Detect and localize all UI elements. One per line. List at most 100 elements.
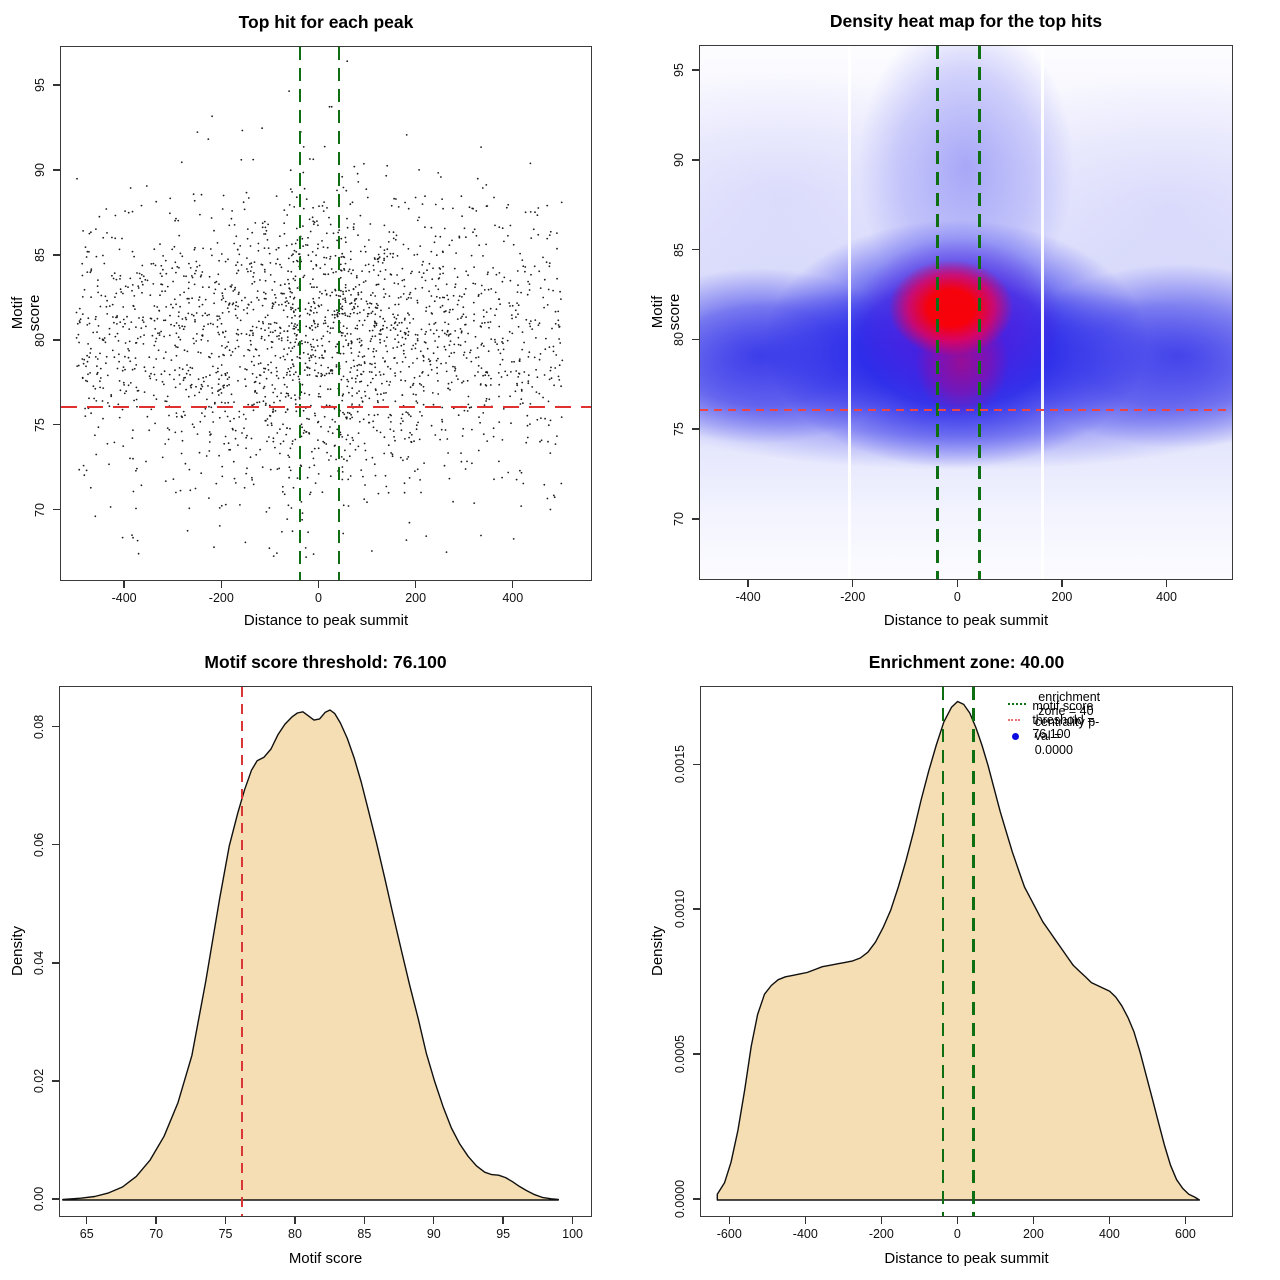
enrichment-zone-line <box>972 687 975 1216</box>
y-tick-label: 0.08 <box>32 714 46 739</box>
y-tick-mark <box>52 1080 59 1082</box>
x-tick-mark <box>512 581 514 588</box>
motif-threshold-line <box>700 409 1232 412</box>
distance-density-title: Enrichment zone: 40.00 <box>868 652 1065 672</box>
y-tick-mark <box>52 962 59 964</box>
scatter-plot-area <box>60 46 592 581</box>
y-tick-label: 70 <box>33 502 47 517</box>
x-tick-mark <box>880 1217 883 1224</box>
y-tick-mark <box>53 424 60 426</box>
enrichment-zone-line <box>337 47 341 580</box>
x-tick-mark <box>1061 580 1063 587</box>
y-tick-mark <box>53 169 60 171</box>
density-heatmap-image <box>700 46 1232 579</box>
y-tick-label: 0.0015 <box>673 745 687 784</box>
distance-density-y-axis-label: Density <box>649 925 666 977</box>
y-tick-label: 95 <box>672 63 686 78</box>
y-tick-mark <box>693 1198 700 1200</box>
x-tick-mark <box>728 1217 730 1224</box>
x-tick-label: 65 <box>79 1227 94 1241</box>
x-tick-label: 70 <box>149 1227 164 1241</box>
y-tick-label: 70 <box>672 512 686 526</box>
y-tick-mark <box>52 1198 59 1200</box>
distance-density-curve <box>716 700 1201 1201</box>
x-tick-label: -600 <box>716 1227 742 1241</box>
heatmap-title: Density heat map for the top hits <box>829 11 1103 31</box>
x-tick-label: 400 <box>502 591 524 605</box>
x-tick-label: 400 <box>1156 590 1177 604</box>
enrichment-zone-line <box>936 46 939 579</box>
enrichment-zone-line <box>941 687 945 1216</box>
red-dotted-line-icon <box>1008 719 1021 721</box>
y-tick-mark <box>53 84 60 86</box>
x-tick-mark <box>363 1217 366 1224</box>
x-tick-mark <box>502 1217 504 1224</box>
legend-item-enrichment-zone: enrichment zone = 40 <box>1008 690 1112 718</box>
heatmap-y-axis-label: Motif score <box>649 293 683 331</box>
y-tick-label: 0.0000 <box>673 1179 687 1219</box>
y-tick-label: 0.02 <box>32 1068 46 1094</box>
x-tick-label: 400 <box>1099 1227 1120 1241</box>
x-tick-label: -200 <box>868 1227 894 1241</box>
x-tick-label: -200 <box>840 590 866 604</box>
x-tick-mark <box>155 1217 157 1224</box>
score-density-y-axis-label: Density <box>9 925 26 977</box>
y-tick-mark <box>692 428 699 430</box>
x-tick-mark <box>1165 580 1168 587</box>
motif-threshold-line <box>240 687 244 1216</box>
x-tick-mark <box>1108 1217 1111 1224</box>
x-tick-mark <box>956 580 959 587</box>
x-tick-mark <box>433 1217 435 1224</box>
score-density-x-axis-label: Motif score <box>288 1250 363 1267</box>
x-tick-label: -400 <box>792 1227 818 1241</box>
legend-label: motif score threshold = 76.100 <box>1032 699 1095 741</box>
enrichment-zone-line <box>298 47 302 580</box>
y-tick-label: 80 <box>33 332 47 347</box>
y-tick-label: 0.04 <box>32 950 46 976</box>
scatter-x-axis-label: Distance to peak summit <box>243 612 409 629</box>
y-tick-label: 75 <box>672 422 686 437</box>
x-tick-label: 85 <box>357 1227 372 1241</box>
x-tick-mark <box>571 1217 574 1224</box>
x-tick-label: 200 <box>1051 590 1073 604</box>
y-tick-mark <box>692 159 699 161</box>
green-dotted-line-icon <box>1008 703 1027 705</box>
x-tick-mark <box>956 1217 959 1224</box>
heatmap-x-axis-label: Distance to peak summit <box>883 612 1049 629</box>
y-tick-label: 90 <box>33 163 47 177</box>
y-tick-mark <box>692 248 699 251</box>
y-tick-label: 0.06 <box>32 832 46 857</box>
x-tick-label: 0 <box>953 1227 961 1241</box>
x-tick-label: 600 <box>1175 1227 1196 1241</box>
y-tick-label: 0.0010 <box>673 890 687 929</box>
x-tick-mark <box>1032 1217 1035 1224</box>
distance_density-polygon <box>716 700 1201 1201</box>
y-tick-mark <box>53 254 60 256</box>
x-tick-label: 200 <box>405 591 427 605</box>
x-tick-label: -200 <box>208 591 234 605</box>
blue-dot-icon <box>1008 729 1023 743</box>
x-tick-label: 0 <box>953 590 961 604</box>
heatmap-white-gap-line <box>848 46 851 579</box>
y-tick-mark <box>692 338 699 341</box>
x-tick-label: 0 <box>314 591 322 605</box>
x-tick-label: -400 <box>111 591 137 605</box>
x-tick-mark <box>123 581 125 588</box>
y-tick-label: 95 <box>33 78 47 93</box>
x-tick-label: 95 <box>496 1227 511 1241</box>
x-tick-mark <box>1184 1217 1187 1224</box>
x-tick-label: 80 <box>288 1227 302 1241</box>
scatter-title: Top hit for each peak <box>238 12 414 32</box>
y-tick-mark <box>693 908 700 910</box>
x-tick-mark <box>804 1217 806 1224</box>
x-tick-mark <box>220 581 222 588</box>
x-tick-mark <box>317 581 320 588</box>
y-tick-label: 85 <box>33 247 47 262</box>
x-tick-mark <box>294 1217 296 1224</box>
motif-threshold-line <box>61 405 591 409</box>
y-tick-mark <box>52 726 59 728</box>
x-tick-label: 200 <box>1022 1227 1044 1241</box>
y-tick-mark <box>693 1053 700 1055</box>
y-tick-mark <box>692 69 699 71</box>
legend-item-centrality-pval: centrality p-val = 0.0000 <box>1008 715 1100 757</box>
